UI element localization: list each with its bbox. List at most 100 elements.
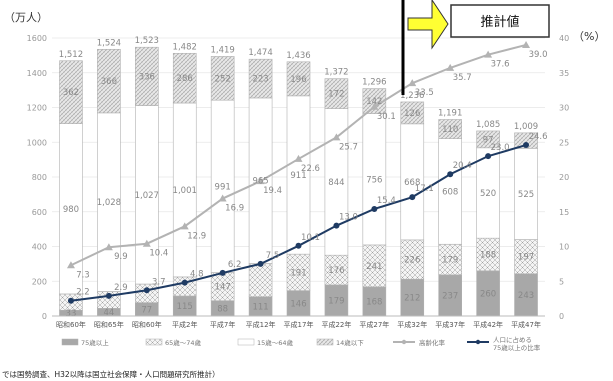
ratio75-point bbox=[105, 292, 112, 299]
ratio75-label: 2.2 bbox=[76, 288, 90, 298]
y-tick-left: 800 bbox=[32, 173, 47, 182]
y-tick-left: 1400 bbox=[27, 69, 47, 78]
x-tick-label: 平成32年 bbox=[397, 320, 427, 329]
aging-rate-point bbox=[142, 239, 151, 247]
y-tick-right: 25 bbox=[559, 138, 569, 147]
y-tick-right: 10 bbox=[559, 243, 569, 252]
aging-rate-point bbox=[522, 40, 531, 48]
y-tick-left: 600 bbox=[32, 208, 47, 217]
aging-rate-label: 25.7 bbox=[339, 142, 358, 152]
x-tick-label: 昭和65年 bbox=[94, 320, 124, 329]
total-label: 1,372 bbox=[324, 68, 348, 78]
segment-label: 77 bbox=[141, 305, 152, 315]
segment-label: 176 bbox=[328, 266, 344, 276]
legend-swatch bbox=[316, 338, 334, 346]
segment-label: 33 bbox=[66, 309, 77, 319]
ratio75-label: 6.2 bbox=[228, 260, 242, 270]
segment-label: 844 bbox=[328, 178, 344, 188]
arrow-icon bbox=[407, 0, 449, 50]
legend-label: 人口に占める 75歳以上の比率 bbox=[493, 335, 541, 352]
aging-rate-label: 19.4 bbox=[263, 186, 282, 196]
ratio75-label: 20.4 bbox=[453, 161, 472, 171]
total-label: 1,296 bbox=[362, 78, 386, 88]
x-tick-label: 平成47年 bbox=[511, 320, 541, 329]
legend-swatch bbox=[61, 338, 79, 346]
segment-label: 520 bbox=[480, 189, 496, 199]
y-tick-left: 1000 bbox=[27, 138, 47, 147]
aging-rate-label: 30.1 bbox=[377, 112, 396, 122]
segment-label: 197 bbox=[518, 253, 534, 263]
aging-rate-label: 33.5 bbox=[415, 88, 434, 98]
aging-rate-label: 39.0 bbox=[529, 50, 548, 60]
bar-segment-0-14 bbox=[286, 61, 311, 97]
segment-label: 212 bbox=[404, 294, 420, 304]
ratio75-point bbox=[295, 242, 302, 249]
legend-label: 15歳～64歳 bbox=[257, 338, 294, 347]
y-tick-right: 5 bbox=[559, 277, 564, 286]
ratio75-point bbox=[371, 205, 378, 212]
ratio75-point bbox=[143, 287, 150, 294]
segment-label: 126 bbox=[404, 109, 420, 119]
x-tick-label: 平成2年 bbox=[172, 320, 197, 329]
total-label: 1,482 bbox=[173, 42, 197, 52]
aging-rate-point bbox=[446, 63, 455, 71]
segment-label: 172 bbox=[328, 90, 344, 100]
segment-label: 111 bbox=[252, 302, 268, 312]
ratio75-point bbox=[447, 171, 454, 178]
x-tick-label: 昭和60年 bbox=[56, 320, 86, 329]
segment-label: 188 bbox=[480, 250, 496, 260]
bar-segment-0-14 bbox=[476, 130, 500, 149]
aging-rate-point bbox=[294, 154, 303, 162]
aging-rate-label: 7.3 bbox=[76, 270, 90, 280]
segment-label: 1,001 bbox=[173, 186, 197, 196]
segment-label: 980 bbox=[63, 205, 79, 215]
aging-rate-point bbox=[484, 50, 493, 58]
aging-rate-label: 9.9 bbox=[114, 252, 128, 262]
segment-label: 366 bbox=[101, 77, 117, 87]
total-label: 1,236 bbox=[400, 91, 424, 101]
left-axis-unit: （万人） bbox=[4, 11, 48, 24]
legend-swatch bbox=[237, 338, 255, 346]
segment-label: 115 bbox=[177, 302, 193, 312]
aging-rate-point bbox=[370, 102, 379, 110]
bar-segment-0-14 bbox=[210, 56, 235, 101]
aging-rate-point bbox=[256, 177, 265, 185]
segment-label: 226 bbox=[404, 256, 420, 266]
segment-label: 1,027 bbox=[135, 191, 159, 201]
ratio75-point bbox=[219, 269, 226, 276]
ratio75-point bbox=[257, 260, 264, 267]
series-lines bbox=[66, 40, 531, 304]
bars bbox=[59, 46, 538, 317]
y-tick-right: 30 bbox=[559, 104, 569, 113]
x-tick-label: 平成42年 bbox=[473, 320, 503, 329]
aging-rate-point bbox=[332, 133, 341, 141]
x-tick-label: 平成27年 bbox=[359, 320, 389, 329]
legend-label: 14歳以下 bbox=[336, 338, 364, 347]
total-label: 1,009 bbox=[514, 122, 538, 132]
segment-label: 362 bbox=[63, 88, 79, 98]
aging-rate-label: 10.4 bbox=[149, 249, 168, 259]
estimate-callout: 推計値 bbox=[401, 0, 550, 95]
segment-label: 911 bbox=[290, 171, 306, 181]
x-tick-label: 平成7年 bbox=[210, 320, 235, 329]
total-label: 1,436 bbox=[286, 51, 310, 61]
ratio75-label: 3.7 bbox=[152, 277, 166, 287]
x-tick-label: 平成37年 bbox=[435, 320, 465, 329]
segment-label: 196 bbox=[290, 75, 306, 85]
ratio75-point bbox=[485, 153, 492, 160]
segment-label: 179 bbox=[328, 296, 344, 306]
total-label: 1,512 bbox=[59, 50, 83, 60]
segment-label: 179 bbox=[442, 256, 458, 266]
ratio75-label: 7.5 bbox=[266, 251, 280, 261]
total-label: 1,524 bbox=[97, 38, 121, 48]
y-tick-left: 0 bbox=[42, 312, 47, 321]
total-label: 1,085 bbox=[476, 120, 500, 130]
total-label: 1,523 bbox=[135, 36, 159, 46]
aging-rate-label: 37.6 bbox=[491, 60, 510, 70]
segment-label: 965 bbox=[252, 177, 268, 187]
aging-rate-label: 22.6 bbox=[301, 164, 320, 174]
x-tick-label: 平成22年 bbox=[321, 320, 351, 329]
segment-label: 147 bbox=[215, 283, 231, 293]
segment-label: 88 bbox=[217, 304, 228, 314]
